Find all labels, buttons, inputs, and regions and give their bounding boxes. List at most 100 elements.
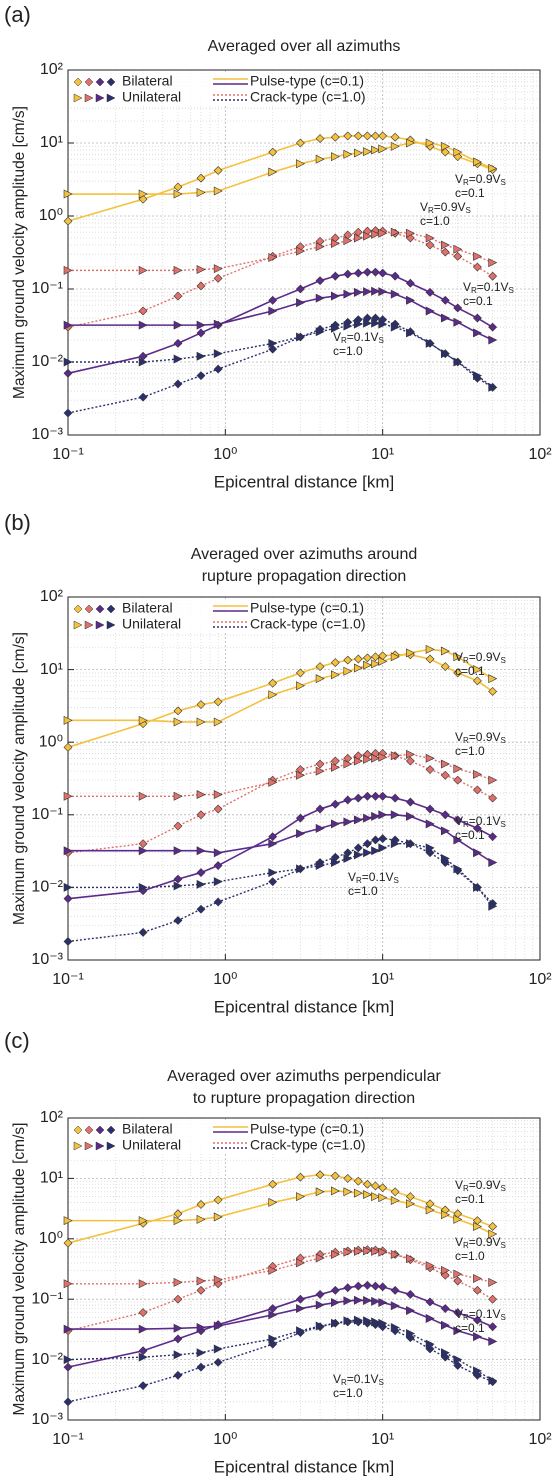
legend-marker <box>73 1141 83 1151</box>
data-point <box>343 1187 353 1197</box>
data-point <box>390 652 400 662</box>
data-point <box>378 843 388 853</box>
data-point <box>473 1366 483 1376</box>
data-point <box>440 1304 450 1313</box>
data-point <box>296 246 306 256</box>
annotation-part: S <box>501 1313 506 1322</box>
data-point <box>196 371 206 381</box>
data-point <box>63 1397 73 1407</box>
annotation-part: V <box>333 1372 341 1386</box>
annotation: c=0.1 <box>455 828 485 842</box>
data-point <box>196 320 206 330</box>
data-point <box>296 1304 306 1314</box>
data-point <box>315 662 325 672</box>
data-point <box>425 1313 435 1323</box>
data-point <box>343 817 353 827</box>
data-point <box>440 662 450 672</box>
y-tick-label: 10⁻¹ <box>31 1290 63 1307</box>
data-point <box>331 1249 340 1259</box>
data-point <box>488 1294 498 1304</box>
data-point <box>343 236 353 246</box>
data-point <box>378 287 388 297</box>
data-point <box>363 318 373 328</box>
legend-marker <box>95 604 105 614</box>
annotation-part: =0.1V <box>347 1372 379 1386</box>
annotation-part: S <box>501 1241 506 1250</box>
data-point <box>440 854 450 863</box>
data-point <box>315 327 325 337</box>
data-point <box>330 658 340 667</box>
legend-marker <box>84 93 94 103</box>
data-point <box>173 1209 183 1219</box>
data-point <box>453 303 463 313</box>
annotation-part: =0.1V <box>362 870 394 884</box>
x-tick-label: 10⁻¹ <box>52 446 84 463</box>
data-point <box>296 298 306 308</box>
data-point <box>472 676 482 686</box>
data-point <box>378 1318 388 1328</box>
data-point <box>213 1357 223 1367</box>
data-point <box>488 335 498 345</box>
data-point <box>390 132 400 142</box>
data-point <box>473 328 483 338</box>
panel-label: (a) <box>4 2 31 27</box>
data-point <box>196 281 206 291</box>
data-point <box>440 141 450 151</box>
annotation-part: S <box>501 1184 506 1193</box>
data-point <box>315 1300 325 1310</box>
data-point <box>213 273 223 283</box>
annotation-part: R <box>463 178 469 187</box>
data-point <box>196 790 206 800</box>
data-point <box>488 322 498 332</box>
series-line <box>67 271 494 375</box>
annotation-part: V <box>348 870 356 884</box>
data-point <box>63 937 73 946</box>
data-point <box>425 233 435 243</box>
data-point <box>353 1315 363 1325</box>
data-point <box>331 1186 340 1196</box>
legend-label: Bilateral <box>122 600 173 616</box>
data-point <box>173 1350 183 1360</box>
data-point <box>473 665 483 675</box>
data-point <box>315 242 325 252</box>
data-point <box>378 228 388 238</box>
data-point <box>371 1281 380 1291</box>
data-point <box>138 1216 148 1226</box>
data-point <box>353 654 363 664</box>
data-point <box>173 1277 183 1287</box>
legend-label: Crack-type (c=1.0) <box>250 89 366 105</box>
data-point <box>196 868 206 878</box>
data-point <box>331 670 340 680</box>
data-point <box>472 823 482 833</box>
plot-frame <box>67 596 541 961</box>
data-point <box>406 839 416 849</box>
y-tick-label: 10⁻² <box>31 879 63 896</box>
data-point <box>353 148 363 158</box>
data-point <box>268 1265 278 1275</box>
data-point <box>472 262 482 272</box>
data-point <box>440 810 450 820</box>
data-point <box>406 811 416 821</box>
data-point <box>378 1282 388 1292</box>
legend-marker <box>106 93 116 103</box>
data-point <box>453 764 463 774</box>
data-point <box>488 258 498 268</box>
data-point <box>268 253 278 262</box>
y-tick-label: 10⁻¹ <box>31 806 63 823</box>
data-point <box>196 879 206 889</box>
data-point <box>453 1326 463 1336</box>
annotation-part: R <box>463 656 469 665</box>
y-tick-label: 10⁻³ <box>31 426 63 443</box>
annotation-part: =0.1V <box>469 814 501 828</box>
data-point <box>213 861 223 870</box>
data-point <box>315 674 325 684</box>
annotation-part: R <box>341 1378 347 1387</box>
data-point <box>343 1283 353 1293</box>
legend-label: Pulse-type (c=0.1) <box>250 73 364 89</box>
data-point <box>425 765 435 774</box>
data-point <box>440 295 450 305</box>
data-point <box>213 186 223 196</box>
annotation-part: S <box>466 206 471 215</box>
data-point <box>390 793 400 803</box>
